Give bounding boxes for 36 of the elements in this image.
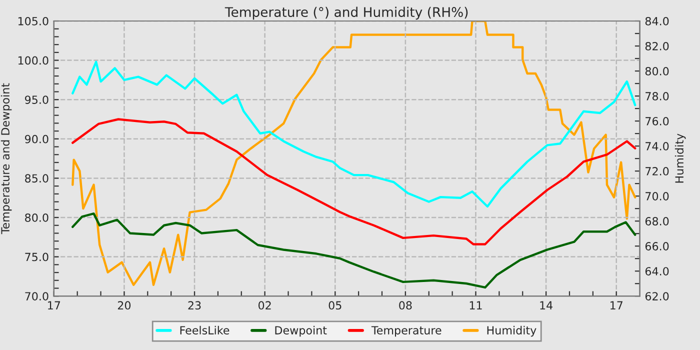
y2-tick-label: 82.0 xyxy=(645,42,669,50)
y2-tick-label: 72.0 xyxy=(646,167,669,176)
x-tick-label: 20 xyxy=(118,301,131,310)
x-tick-label: 17 xyxy=(48,301,60,310)
y-tick-label: 90.0 xyxy=(25,134,48,144)
y2-tick-label: 78.0 xyxy=(646,92,669,100)
y2-axis-title: Humidity xyxy=(674,134,686,183)
y2-tick-label: 84.0 xyxy=(645,16,669,26)
chart-title: Temperature (°) and Humidity (RH%) xyxy=(224,6,468,20)
y-tick-label: 80.0 xyxy=(25,213,48,222)
y-tick-label: 75.0 xyxy=(25,252,48,262)
x-tick-label: 23 xyxy=(188,301,201,310)
legend-label: FeelsLike xyxy=(180,326,230,334)
x-tick-label: 02 xyxy=(258,301,271,310)
y2-tick-label: 76.0 xyxy=(646,117,669,126)
y2-tick-label: 68.0 xyxy=(645,217,669,226)
legend-label: Dewpoint xyxy=(275,326,327,337)
x-tick-label: 08 xyxy=(399,301,412,310)
x-tick-label: 11 xyxy=(470,301,482,310)
y-axis-title: Temperature and Dewpoint xyxy=(0,83,12,234)
x-tick-label: 14 xyxy=(540,301,552,310)
y2-tick-label: 74.0 xyxy=(646,142,669,150)
y2-tick-label: 62.0 xyxy=(645,292,669,300)
y-tick-label: 105.0 xyxy=(18,16,48,26)
y-tick-label: 85.0 xyxy=(25,174,48,183)
y2-tick-label: 66.0 xyxy=(645,242,669,250)
y2-tick-label: 70.0 xyxy=(646,192,669,200)
y2-tick-label: 64.0 xyxy=(645,267,669,276)
y2-tick-label: 80.0 xyxy=(645,66,669,76)
x-tick-label: 05 xyxy=(328,301,342,310)
legend-label: Humidity xyxy=(487,326,536,337)
x-tick-label: 17 xyxy=(610,301,622,310)
legend-label: Temperature xyxy=(371,326,442,337)
y-tick-label: 70.0 xyxy=(25,292,48,300)
y-tick-label: 95.0 xyxy=(25,96,48,104)
y-tick-label: 100.0 xyxy=(18,56,48,65)
